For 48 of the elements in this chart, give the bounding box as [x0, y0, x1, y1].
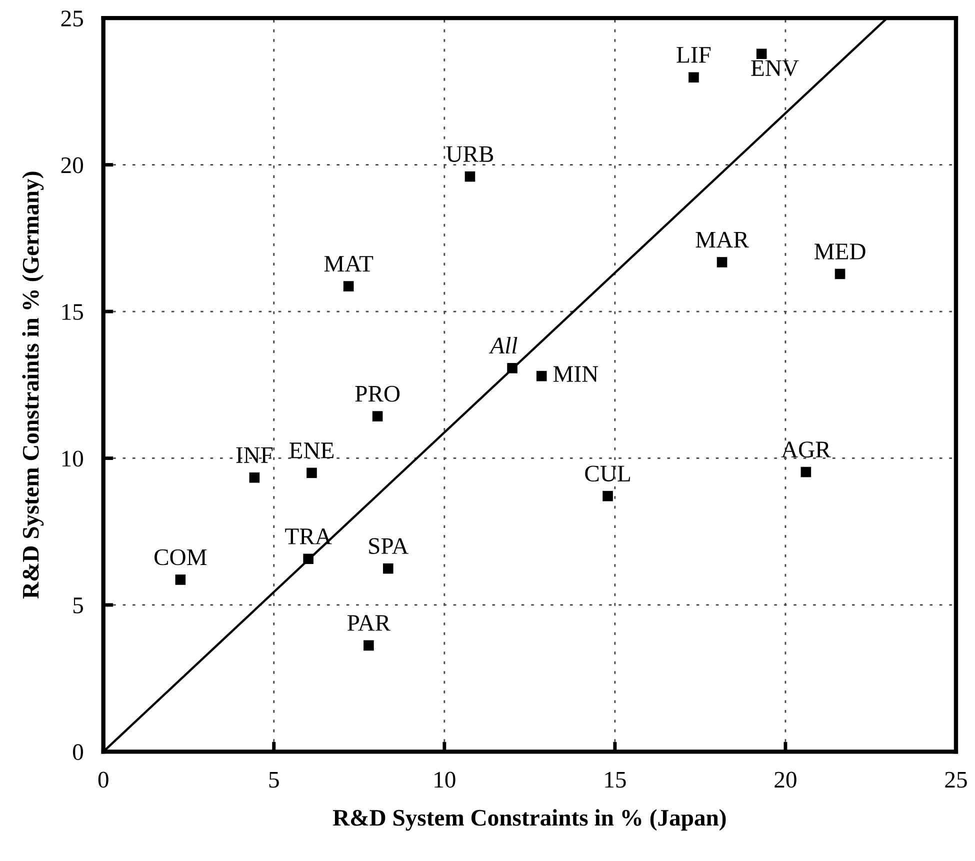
point [800, 466, 812, 478]
annotation: ENE [289, 442, 334, 458]
y-tick-label: 0 [73, 744, 84, 760]
y-axis-title: R&D System Constraints in % (Germany) [22, 172, 44, 599]
annotation: ENV [751, 60, 799, 76]
point [464, 171, 476, 182]
point [249, 472, 260, 483]
point [306, 468, 317, 478]
annotation: MIN [553, 366, 598, 382]
y-tick-label: 25 [61, 10, 83, 27]
annotation: PAR [347, 615, 391, 631]
annotation: All [488, 337, 518, 354]
y-tick-label: 20 [61, 157, 84, 174]
annotation: TRA [285, 528, 332, 544]
y-tick-label: 5 [73, 598, 83, 614]
point [364, 640, 374, 651]
annotation: AGR [781, 442, 831, 458]
x-tick-label: 15 [605, 772, 626, 788]
y-tick-label: 10 [62, 450, 84, 467]
annotation: LIF [676, 47, 711, 63]
point [175, 574, 186, 585]
annotation: URB [446, 146, 494, 162]
annotation: SPA [369, 538, 409, 554]
point [536, 370, 547, 382]
point [372, 411, 383, 422]
point [382, 563, 394, 574]
x-axis-title: R&D System Constraints in % (Japan) [332, 809, 726, 831]
x-tick-label: 0 [98, 772, 108, 788]
point [688, 72, 699, 83]
annotation: COM [154, 549, 207, 566]
point [716, 257, 728, 268]
annotation: MAT [324, 256, 374, 272]
x-tick-label: 25 [945, 772, 967, 788]
annotation: PRO [355, 386, 400, 402]
annotation: MAR [696, 232, 749, 248]
x-tick-label: 20 [774, 772, 796, 788]
annotation: CUL [585, 466, 630, 482]
point [834, 268, 846, 280]
y-tick-label: 15 [62, 304, 83, 320]
point [602, 490, 613, 502]
annotation: MED [814, 244, 866, 260]
x-tick-label: 10 [434, 772, 456, 788]
point [343, 281, 354, 292]
x-tick-label: 5 [269, 772, 279, 788]
point [756, 48, 767, 60]
point [507, 362, 518, 374]
point [303, 554, 314, 564]
annotation: INF [236, 447, 273, 463]
